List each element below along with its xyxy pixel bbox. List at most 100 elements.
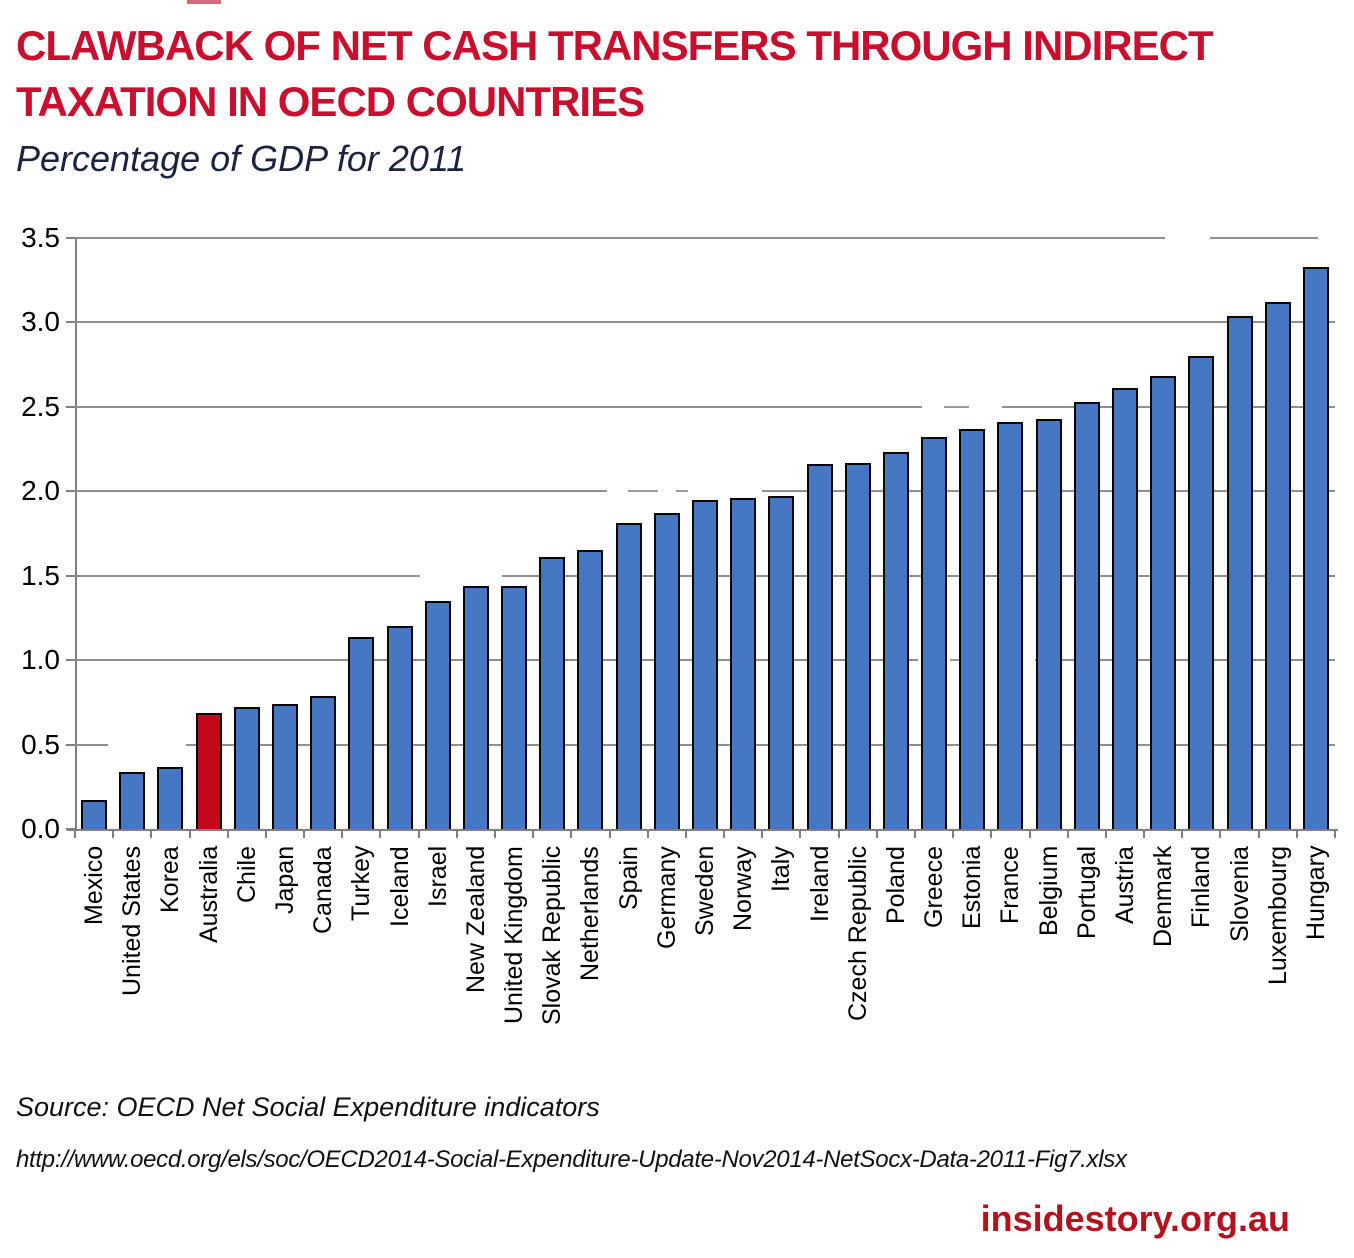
x-axis-label-korea: Korea — [156, 846, 185, 913]
bar-belgium — [1035, 418, 1062, 829]
bar-hungary — [1302, 266, 1329, 829]
x-tick — [456, 829, 458, 838]
bar-new-zealand — [462, 585, 489, 829]
x-axis-label-mexico: Mexico — [80, 846, 109, 926]
x-tick — [189, 829, 191, 838]
bar-portugal — [1073, 401, 1100, 829]
x-tick — [265, 829, 267, 838]
bar-israel — [424, 601, 451, 829]
bar-poland — [882, 452, 909, 829]
gridline-gap-artifact — [1165, 237, 1210, 240]
x-axis-label-hungary: Hungary — [1301, 846, 1330, 941]
plot-area — [66, 237, 1336, 838]
gridline-2.5 — [75, 405, 1335, 408]
bar-chile — [233, 707, 260, 829]
y-tick-1.5 — [66, 574, 75, 577]
x-axis-label-norway: Norway — [729, 846, 758, 931]
x-axis-label-new-zealand: New Zealand — [461, 846, 490, 994]
bar-denmark — [1150, 376, 1177, 829]
source-note: Source: OECD Net Social Expenditure indi… — [16, 1092, 600, 1122]
gridline-dash-artifact — [628, 490, 658, 492]
x-axis-label-netherlands: Netherlands — [576, 846, 605, 981]
x-tick — [1143, 829, 1145, 838]
bar-france — [997, 422, 1024, 829]
x-tick — [761, 829, 763, 838]
x-axis-label-finland: Finland — [1187, 846, 1216, 928]
gridline-3.0 — [75, 321, 1335, 324]
x-tick — [1029, 829, 1031, 838]
x-tick — [494, 829, 496, 838]
x-tick — [341, 829, 343, 838]
bar-ireland — [806, 464, 833, 829]
bar-germany — [653, 513, 680, 829]
x-tick — [1067, 829, 1069, 838]
x-axis-label-canada: Canada — [309, 846, 338, 934]
x-axis-label-italy: Italy — [767, 846, 796, 892]
bar-finland — [1188, 356, 1215, 829]
gridline-gap-artifact — [420, 574, 502, 577]
x-tick — [723, 829, 725, 838]
x-axis-label-slovenia: Slovenia — [1225, 846, 1254, 942]
bar-greece — [921, 437, 948, 829]
bar-japan — [272, 704, 298, 829]
bar-luxembourg — [1264, 302, 1291, 829]
x-axis-labels: Mexico United States Korea Australia Chile Ja… — [75, 840, 1345, 1085]
x-tick — [647, 829, 649, 838]
bar-slovenia — [1226, 315, 1253, 829]
x-tick — [1105, 829, 1107, 838]
x-tick — [1258, 829, 1260, 838]
y-axis-label-1.0: 1.0 — [21, 644, 60, 676]
bar-netherlands — [577, 550, 604, 829]
x-axis-label-czech-republic: Czech Republic — [843, 846, 872, 1022]
bar-mexico — [81, 800, 108, 829]
x-tick — [74, 829, 76, 838]
bar-turkey — [348, 636, 375, 829]
x-tick — [303, 829, 305, 838]
x-axis-label-sweden: Sweden — [691, 846, 719, 937]
x-tick — [952, 829, 954, 838]
gridline-dash-artifact — [944, 406, 969, 408]
x-axis-label-estonia: Estonia — [958, 846, 987, 930]
y-tick-0.5 — [66, 743, 75, 746]
bar-slovak-republic — [539, 557, 566, 829]
bar-czech-republic — [844, 462, 871, 829]
chart-subtitle: Percentage of GDP for 2011 — [16, 138, 467, 179]
x-tick — [685, 829, 687, 838]
x-axis-label-spain: Spain — [614, 846, 643, 910]
x-axis-label-slovak-republic: Slovak Republic — [538, 846, 567, 1026]
y-axis-label-2.5: 2.5 — [21, 390, 60, 422]
x-tick — [876, 829, 878, 838]
x-axis-label-belgium: Belgium — [1034, 846, 1063, 937]
y-axis-label-3.5: 3.5 — [21, 222, 60, 253]
x-axis-label-france: France — [996, 846, 1025, 924]
page-title: CLAWBACK OF NET CASH TRANSFERS THROUGH I… — [16, 18, 1316, 130]
y-tick-2.5 — [66, 405, 75, 408]
bar-norway — [730, 498, 757, 829]
gridline-gap-artifact — [108, 743, 186, 746]
top-edge-red-artifact — [187, 0, 221, 4]
x-tick — [532, 829, 534, 838]
x-tick — [914, 829, 916, 838]
bar-spain — [615, 523, 642, 829]
x-axis-label-portugal: Portugal — [1072, 846, 1101, 940]
y-tick-2.0 — [66, 490, 75, 493]
y-axis-line — [75, 238, 77, 831]
x-axis-label-israel: Israel — [423, 846, 452, 908]
insidestory-logo: insidestory.org.au — [980, 1198, 1290, 1239]
x-axis-label-luxembourg: Luxembourg — [1263, 846, 1292, 985]
x-axis-label-japan: Japan — [271, 846, 299, 915]
bar-korea — [157, 766, 184, 829]
x-axis-label-poland: Poland — [881, 846, 910, 924]
x-tick — [227, 829, 229, 838]
gridline-3.5 — [75, 237, 1335, 239]
y-axis-labels: 0.0 0.5 1.0 1.5 2.0 2.5 3.0 3.5 — [0, 222, 60, 844]
x-axis-label-ireland: Ireland — [805, 846, 834, 923]
x-tick — [418, 829, 420, 838]
bar-canada — [310, 695, 337, 829]
bar-united-states — [119, 771, 146, 829]
page-title-line2: TAXATION IN OECD COUNTRIES — [16, 78, 645, 125]
bar-sweden — [692, 499, 718, 829]
x-axis-label-united-states: United States — [118, 846, 147, 997]
x-tick — [1334, 829, 1336, 838]
